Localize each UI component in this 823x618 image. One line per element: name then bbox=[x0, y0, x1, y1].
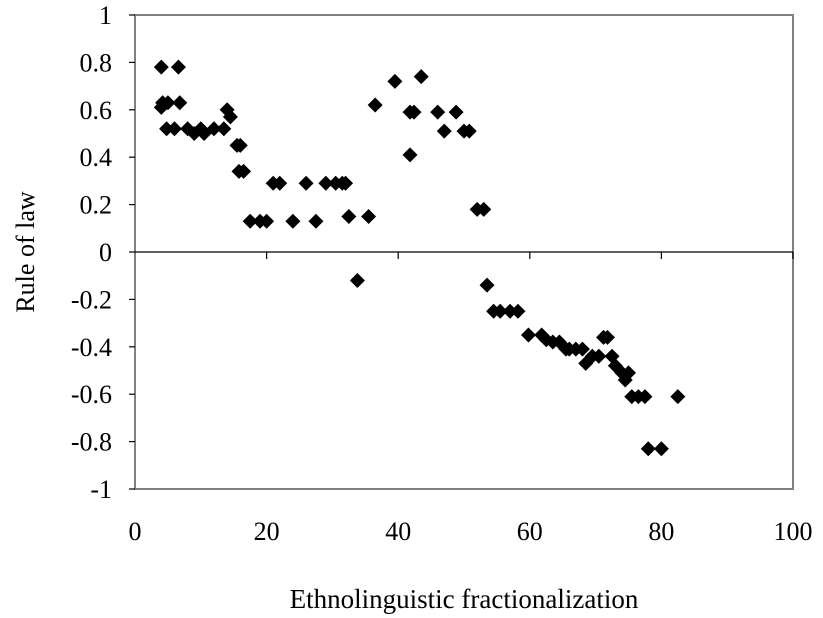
data-point bbox=[430, 104, 446, 120]
y-tick-label: 0 bbox=[99, 238, 112, 267]
data-point bbox=[160, 95, 176, 111]
data-point bbox=[436, 123, 452, 139]
data-point bbox=[637, 389, 653, 405]
data-point bbox=[387, 73, 403, 89]
plot-area bbox=[129, 14, 794, 490]
data-point bbox=[170, 59, 186, 75]
data-point bbox=[640, 441, 656, 457]
data-point bbox=[591, 348, 607, 364]
data-point bbox=[510, 303, 526, 319]
data-point bbox=[272, 175, 288, 191]
data-points bbox=[153, 59, 686, 457]
data-point bbox=[476, 201, 492, 217]
data-point bbox=[285, 213, 301, 229]
data-point bbox=[259, 213, 275, 229]
y-tick-label: 1 bbox=[99, 1, 112, 30]
data-point bbox=[172, 95, 188, 111]
data-point bbox=[153, 59, 169, 75]
y-axis-label: Rule of law bbox=[11, 191, 40, 313]
data-point bbox=[653, 441, 669, 457]
x-tick-label: 100 bbox=[774, 517, 813, 546]
data-point bbox=[479, 277, 495, 293]
data-point bbox=[406, 104, 422, 120]
y-tick-marks bbox=[129, 14, 135, 490]
y-tick-label: 0.2 bbox=[80, 191, 113, 220]
data-point bbox=[206, 121, 222, 137]
y-tick-label: -0.8 bbox=[71, 428, 112, 457]
data-point bbox=[349, 272, 365, 288]
x-tick-labels: 0 20 40 60 80 100 bbox=[129, 517, 813, 546]
data-point bbox=[166, 121, 182, 137]
data-point bbox=[216, 121, 232, 137]
x-axis-label: Ethnolinguistic fractionalization bbox=[290, 584, 639, 614]
x-tick-label: 60 bbox=[517, 517, 543, 546]
data-point bbox=[492, 303, 508, 319]
data-point bbox=[159, 121, 175, 137]
data-point bbox=[574, 341, 590, 357]
data-point bbox=[367, 97, 383, 113]
y-tick-labels: 1 0.8 0.6 0.4 0.2 0 -0.2 -0.4 -0.6 -0.8 -1 bbox=[71, 1, 112, 504]
y-tick-label: -0.2 bbox=[71, 285, 112, 314]
data-point bbox=[621, 365, 636, 381]
data-point bbox=[236, 163, 252, 179]
x-tick-label: 0 bbox=[129, 517, 142, 546]
data-point bbox=[520, 327, 536, 343]
data-point bbox=[402, 147, 418, 163]
data-point bbox=[232, 137, 248, 153]
y-tick-label: 0.4 bbox=[80, 143, 113, 172]
x-tick-marks bbox=[266, 252, 794, 259]
data-point bbox=[338, 175, 354, 191]
data-point bbox=[242, 213, 258, 229]
data-point bbox=[599, 329, 615, 345]
data-point bbox=[222, 109, 238, 125]
data-point bbox=[670, 389, 686, 405]
data-point bbox=[448, 104, 464, 120]
y-tick-label: -1 bbox=[90, 475, 112, 504]
y-tick-label: 0.6 bbox=[80, 96, 113, 125]
data-point bbox=[502, 303, 518, 319]
data-point bbox=[413, 69, 429, 85]
data-point bbox=[341, 208, 357, 224]
data-point bbox=[318, 175, 334, 191]
data-point bbox=[361, 208, 377, 224]
data-point bbox=[461, 123, 477, 139]
data-point bbox=[308, 213, 324, 229]
x-tick-label: 20 bbox=[254, 517, 280, 546]
x-tick-label: 80 bbox=[648, 517, 674, 546]
y-tick-label: -0.4 bbox=[71, 333, 112, 362]
x-tick-label: 40 bbox=[385, 517, 411, 546]
y-tick-label: -0.6 bbox=[71, 380, 112, 409]
data-point bbox=[298, 175, 314, 191]
y-tick-label: 0.8 bbox=[80, 48, 113, 77]
